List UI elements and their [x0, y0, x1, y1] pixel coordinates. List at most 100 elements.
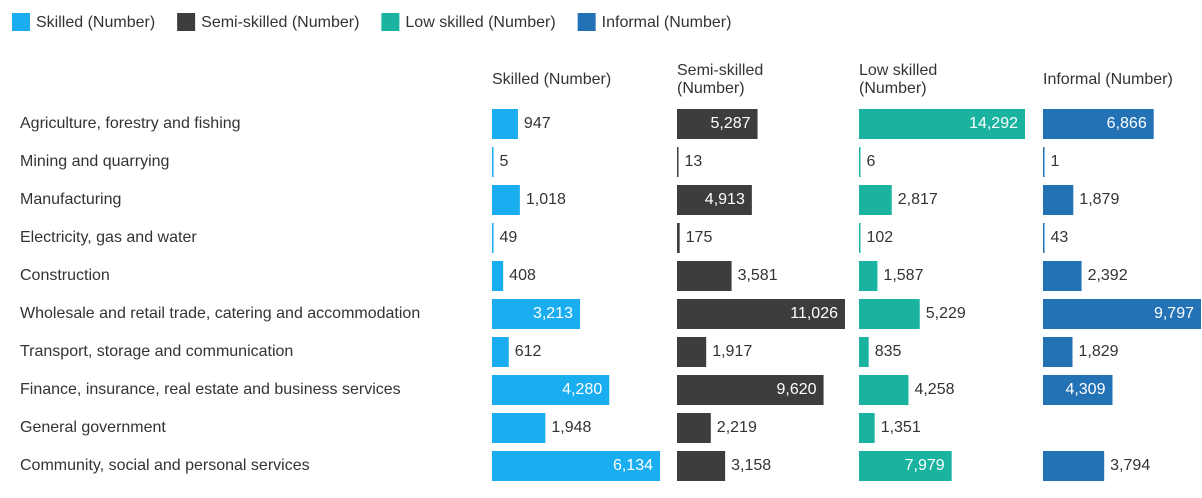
bar: [1043, 375, 1113, 405]
bar: [859, 109, 1025, 139]
category-label: Construction: [20, 267, 110, 284]
bar: [677, 109, 758, 139]
bar: [1043, 147, 1045, 177]
value-label: 102: [867, 229, 894, 246]
value-label: 3,581: [738, 267, 778, 284]
bar: [1043, 185, 1074, 215]
category-label: Community, social and personal services: [20, 457, 310, 474]
value-label: 5,229: [926, 305, 966, 322]
bar: [677, 299, 845, 329]
value-label: 2,392: [1088, 267, 1128, 284]
bar: [492, 185, 520, 215]
legend-swatch: [12, 13, 30, 31]
bar: [492, 375, 610, 405]
bar: [492, 147, 494, 177]
value-label: 49: [500, 229, 518, 246]
bar: [859, 451, 952, 481]
value-label: 7,979: [905, 457, 945, 474]
value-label: 1: [1051, 153, 1060, 170]
bar: [859, 223, 861, 253]
bar: [492, 261, 504, 291]
bar: [677, 413, 711, 443]
column-header: Semi-skilled (Number): [677, 62, 763, 97]
value-label: 6: [867, 153, 876, 170]
category-label: Finance, insurance, real estate and busi…: [20, 381, 401, 398]
bar: [1043, 451, 1105, 481]
value-label: 408: [509, 267, 536, 284]
value-label: 4,258: [914, 381, 954, 398]
bar: [492, 451, 660, 481]
bar: [1043, 109, 1154, 139]
bar: [1043, 337, 1073, 367]
value-label: 2,219: [717, 419, 757, 436]
value-label: 3,158: [731, 457, 771, 474]
bar: [677, 185, 752, 215]
value-label: 1,879: [1079, 191, 1119, 208]
value-label: 5,287: [711, 115, 751, 132]
value-label: 612: [515, 343, 542, 360]
value-label: 9,797: [1154, 305, 1194, 322]
bar: [492, 109, 518, 139]
value-label: 947: [524, 115, 551, 132]
legend-label: Low skilled (Number): [405, 14, 555, 31]
bar: [677, 337, 707, 367]
value-label: 14,292: [969, 115, 1018, 132]
bar: [859, 261, 878, 291]
bar: [859, 299, 920, 329]
bar: [677, 223, 680, 253]
column-header: Low skilled (Number): [859, 62, 937, 97]
bar: [677, 261, 732, 291]
bar: [677, 451, 726, 481]
category-label: Electricity, gas and water: [20, 229, 197, 246]
value-label: 1,829: [1078, 343, 1118, 360]
legend-swatch: [177, 13, 196, 31]
value-label: 175: [686, 229, 713, 246]
bar: [492, 337, 509, 367]
legend-label: Skilled (Number): [36, 14, 155, 31]
bar: [859, 185, 892, 215]
value-label: 1,948: [551, 419, 591, 436]
bar: [677, 147, 679, 177]
value-label: 1,018: [526, 191, 566, 208]
legend-swatch: [381, 13, 400, 31]
value-label: 9,620: [777, 381, 817, 398]
value-label: 6,866: [1107, 115, 1147, 132]
value-label: 4,280: [562, 381, 602, 398]
value-label: 43: [1051, 229, 1069, 246]
value-label: 3,213: [533, 305, 573, 322]
value-label: 11,026: [790, 305, 838, 322]
column-header: Informal (Number): [1043, 71, 1173, 88]
category-label: Agriculture, forestry and fishing: [20, 115, 241, 132]
bar: [1043, 223, 1045, 253]
bar: [492, 299, 580, 329]
category-label: General government: [20, 419, 166, 436]
value-label: 4,913: [705, 191, 745, 208]
category-label: Transport, storage and communication: [20, 343, 293, 360]
value-label: 1,917: [712, 343, 752, 360]
bar: [859, 337, 869, 367]
legend-label: Informal (Number): [602, 14, 732, 31]
value-label: 1,351: [881, 419, 921, 436]
category-label: Manufacturing: [20, 191, 121, 208]
legend-label: Semi-skilled (Number): [201, 14, 359, 31]
value-label: 13: [685, 153, 703, 170]
value-label: 4,309: [1065, 381, 1105, 398]
value-label: 3,794: [1110, 457, 1150, 474]
bar: [859, 413, 875, 443]
bar: [1043, 299, 1201, 329]
category-label: Mining and quarrying: [20, 153, 169, 170]
bar: [1043, 261, 1082, 291]
legend-swatch: [577, 13, 596, 31]
bar: [492, 223, 494, 253]
column-header: Skilled (Number): [492, 71, 611, 88]
bar: [859, 147, 861, 177]
category-label: Wholesale and retail trade, catering and…: [20, 305, 420, 322]
bar: [859, 375, 909, 405]
bar: [492, 413, 546, 443]
value-label: 5: [500, 153, 509, 170]
value-label: 2,817: [898, 191, 938, 208]
value-label: 1,587: [883, 267, 923, 284]
bar: [677, 375, 824, 405]
value-label: 6,134: [613, 457, 653, 474]
